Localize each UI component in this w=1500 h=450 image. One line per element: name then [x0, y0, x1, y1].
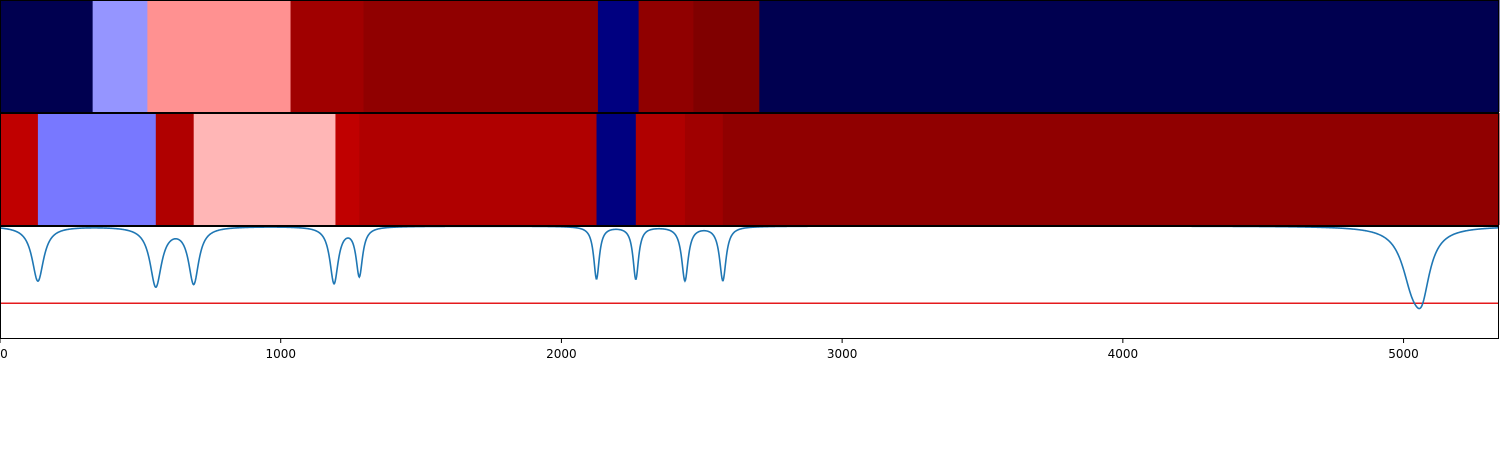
panel-frame-2 — [0, 226, 1499, 339]
heatmap-cell-0-8 — [759, 0, 1500, 112]
panel-frame-0 — [0, 0, 1499, 113]
x-tick-label-1: 1000 — [265, 347, 296, 361]
heatmap-cell-1-8 — [684, 113, 724, 225]
heatmap-cell-1-0 — [0, 113, 39, 225]
heatmap-cell-1-7 — [635, 113, 686, 225]
heatmap-cell-1-9 — [722, 113, 1416, 225]
heatmap-cell-0-1 — [92, 0, 148, 112]
heatmap-cell-1-2 — [155, 113, 195, 225]
x-tick-label-3: 3000 — [827, 347, 858, 361]
panel-frame-1 — [0, 113, 1499, 226]
heatmap-cell-1-6 — [596, 113, 637, 225]
heatmap-band-bottom — [0, 113, 1500, 225]
heatmap-cell-0-0 — [0, 0, 94, 112]
x-tick-label-4: 4000 — [1108, 347, 1139, 361]
x-axis: 0 1000 2000 3000 4000 5000 — [0, 338, 1419, 361]
heatmap-cell-0-7 — [693, 0, 760, 112]
heatmap-cell-0-3 — [290, 0, 365, 112]
heatmap-band-top — [0, 0, 1500, 112]
heatmap-cell-1-3 — [193, 113, 336, 225]
heatmap-cell-1-5 — [359, 113, 598, 225]
heatmap-cell-0-2 — [147, 0, 292, 112]
heatmap-cell-0-4 — [363, 0, 599, 112]
heatmap-cell-0-6 — [638, 0, 694, 112]
x-tick-label-5: 5000 — [1388, 347, 1419, 361]
series-line — [0, 225, 1500, 310]
x-tick-label-2: 2000 — [546, 347, 577, 361]
heatmap-cell-1-1 — [37, 113, 157, 225]
heatmap-cell-1-10 — [1414, 113, 1500, 225]
panel-frames — [0, 0, 1499, 339]
x-tick-label-0: 0 — [0, 347, 8, 361]
heatmap-cell-1-4 — [335, 113, 360, 225]
spectrum-panel — [0, 225, 1500, 310]
heatmap-cell-0-5 — [597, 0, 640, 112]
